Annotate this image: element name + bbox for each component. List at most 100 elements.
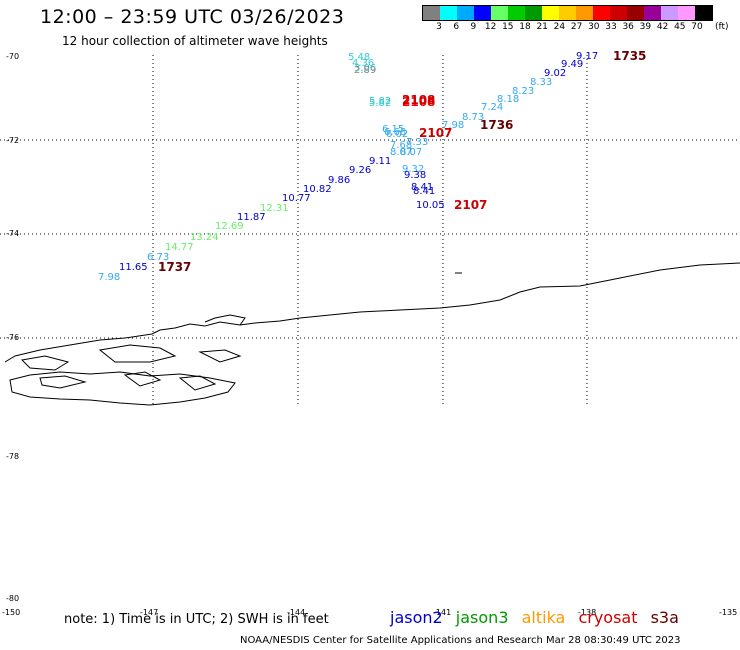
- wave-height-label: 6.02: [386, 129, 408, 140]
- wave-height-label: 5.48: [348, 52, 370, 63]
- colorbar-swatch: [440, 6, 457, 20]
- colorbar-tick-label: 30: [588, 22, 600, 32]
- wave-height-label: 3.06: [354, 63, 376, 74]
- colorbar-swatch: [661, 6, 678, 20]
- colorbar-tick-label: 12: [484, 22, 497, 32]
- graticule: [0, 55, 740, 405]
- wave-height-label: 6.68: [384, 127, 406, 138]
- wave-height-label: 6.15: [382, 124, 404, 135]
- pass-time-label: 2108: [402, 93, 435, 107]
- legend-altika: altika: [521, 608, 566, 627]
- wave-height-label: 8.41: [413, 186, 435, 197]
- wave-height-label: 7.98: [98, 272, 120, 283]
- pass-time-label: 1737: [158, 260, 191, 274]
- wave-height-label: 9.26: [349, 165, 371, 176]
- lon-label: -150: [2, 608, 21, 617]
- wave-height-label: 11.87: [237, 212, 266, 223]
- colorbar-swatch: [695, 6, 712, 20]
- wave-height-label: 7.24: [481, 102, 503, 113]
- wave-height-label: 5.82: [369, 98, 391, 109]
- pass-time-label: 2107: [454, 198, 487, 212]
- wave-height-label: 14.77: [165, 242, 194, 253]
- pass-time-label: 2108: [402, 95, 435, 109]
- lon-label: -138: [578, 608, 597, 617]
- colorbar-tick-label: 33: [605, 22, 617, 32]
- wave-height-label: 8.73: [462, 112, 484, 123]
- satellite-legend: jason2 jason3 altika cryosat s3a: [390, 608, 687, 627]
- colorbar-swatch: [491, 6, 508, 20]
- lat-label: -70: [6, 52, 20, 61]
- colorbar-tick-label: 21: [536, 22, 548, 32]
- colorbar-tick-label: 15: [502, 22, 514, 32]
- wave-height-label: 5.82: [369, 96, 391, 107]
- wave-height-colorbar: [422, 5, 713, 21]
- colorbar-tick-label: 3: [436, 22, 442, 32]
- colorbar-tick-label: 6: [453, 22, 460, 32]
- colorbar-labels: 3 6 9 12 15 18 21 24 27 30 33 36 39 42 45 70: [422, 22, 740, 34]
- wave-height-label: 12.69: [215, 221, 244, 232]
- wave-height-label: 7.33: [406, 137, 428, 148]
- lat-label: -80: [6, 594, 20, 603]
- map-subtitle: 12 hour collection of altimeter wave hei…: [62, 34, 328, 48]
- wave-height-label: 4.36: [352, 58, 374, 69]
- wave-height-label: 7.68: [390, 140, 412, 151]
- lat-label: -78: [6, 452, 20, 461]
- wave-height-label: 11.65: [119, 262, 148, 273]
- wave-height-label: 10.82: [303, 184, 332, 195]
- colorbar-swatch: [559, 6, 576, 20]
- pass-time-label: 1735: [613, 49, 646, 63]
- legend-jason2: jason2: [390, 608, 443, 627]
- colorbar-tick-label: 42: [656, 22, 669, 32]
- lon-label: -141: [433, 608, 452, 617]
- colorbar-swatch: [678, 6, 695, 20]
- footer-note: note: 1) Time is in UTC; 2) SWH is in fe…: [64, 612, 329, 627]
- colorbar-swatch: [593, 6, 610, 20]
- colorbar-tick-label: 39: [639, 22, 652, 32]
- colorbar-swatch: [627, 6, 644, 20]
- pass-time-label: 2107: [419, 126, 452, 140]
- wave-height-label: 13.24: [190, 232, 219, 243]
- colorbar-tick-label: 27: [570, 22, 583, 32]
- footer-credit: NOAA/NESDIS Center for Satellite Applica…: [240, 635, 681, 646]
- legend-s3a: s3a: [650, 608, 679, 627]
- wave-height-label: 10.77: [282, 193, 311, 204]
- wave-height-label: 9.49: [561, 59, 583, 70]
- wave-height-label: 8.33: [530, 77, 552, 88]
- wave-height-label: 8.07: [390, 147, 412, 158]
- lat-label: -72: [6, 136, 20, 145]
- pass-time-label: 1736: [480, 118, 513, 132]
- wave-height-label: 9.38: [404, 170, 426, 181]
- wave-height-label: 12.31: [260, 203, 289, 214]
- wave-height-label: 10.05: [416, 200, 445, 211]
- colorbar-swatch: [508, 6, 525, 20]
- legend-jason3: jason3: [455, 608, 509, 627]
- lat-label: -76: [6, 333, 20, 342]
- wave-height-label: 2.89: [354, 65, 376, 76]
- colorbar-tick-label: 36: [622, 22, 634, 32]
- colorbar-tick-label: 18: [519, 22, 531, 32]
- wave-height-label: 8.41: [411, 182, 433, 193]
- colorbar-swatch: [474, 6, 491, 20]
- lon-label: -144: [287, 608, 306, 617]
- colorbar-swatch: [644, 6, 661, 20]
- wave-height-label: 9.02: [544, 68, 566, 79]
- colorbar-tick-label: 24: [553, 22, 566, 32]
- wave-height-label: 9.17: [576, 51, 598, 62]
- map-title: 12:00 – 23:59 UTC 03/26/2023: [40, 6, 345, 28]
- wave-height-label: 9.86: [328, 175, 350, 186]
- colorbar-swatch: [457, 6, 474, 20]
- lon-label: -135: [719, 608, 738, 617]
- lon-label: -147: [140, 608, 159, 617]
- wave-height-label: 8.07: [400, 147, 422, 158]
- colorbar-swatch: [610, 6, 627, 20]
- wave-height-label: 7.98: [442, 120, 464, 131]
- colorbar-tick-label: 9: [470, 22, 477, 32]
- wave-height-label: 6.73: [147, 252, 169, 263]
- colorbar-swatch: [576, 6, 593, 20]
- wave-height-label: 9.32: [402, 164, 424, 175]
- colorbar-swatch: [542, 6, 559, 20]
- colorbar-tick-label: 45: [674, 22, 686, 32]
- wave-height-label: 8.23: [512, 86, 534, 97]
- lat-label: -74: [6, 229, 20, 238]
